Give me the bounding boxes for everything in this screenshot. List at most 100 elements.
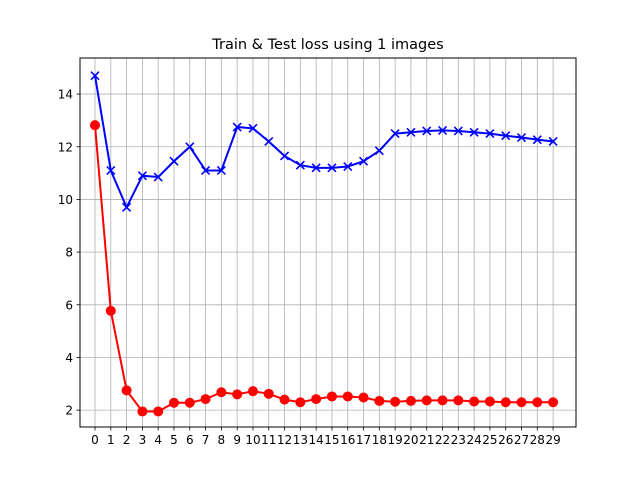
series-0000ff — [90, 71, 558, 212]
data-point-circle-marker — [90, 120, 101, 131]
x-tick-label: 27 — [514, 433, 529, 447]
data-point-circle-marker — [216, 387, 227, 398]
x-tick-label: 23 — [451, 433, 466, 447]
marker-stroke — [153, 172, 163, 182]
data-point-x-marker — [437, 125, 448, 135]
marker-stroke — [232, 122, 242, 132]
marker-stroke — [406, 127, 416, 137]
data-point-x-marker — [295, 160, 305, 170]
x-tick-label: 29 — [545, 433, 560, 447]
data-point-x-marker — [358, 156, 369, 166]
marker-stroke — [122, 202, 132, 212]
marker-stroke — [501, 131, 511, 141]
marker-stroke — [137, 171, 147, 181]
x-tick-label: 4 — [154, 433, 162, 447]
data-point-circle-marker — [326, 391, 337, 402]
data-point-x-marker — [106, 165, 116, 176]
data-point-circle-marker — [453, 395, 464, 406]
data-point-x-marker — [248, 123, 258, 133]
y-tick-label: 8 — [65, 246, 73, 260]
marker-stroke — [311, 163, 321, 173]
data-point-x-marker — [137, 171, 147, 181]
data-point-circle-marker — [311, 394, 322, 405]
data-point-circle-marker — [516, 397, 527, 408]
data-point-x-marker — [279, 151, 290, 161]
x-tick-label: 24 — [466, 433, 481, 447]
data-point-circle-marker — [374, 395, 385, 406]
series-ff0000 — [90, 120, 559, 417]
x-tick-label: 21 — [419, 433, 434, 447]
x-tick-label: 7 — [202, 433, 210, 447]
y-tick-label: 14 — [58, 88, 73, 102]
y-tick-label: 2 — [65, 404, 73, 418]
x-tick-label: 6 — [186, 433, 194, 447]
marker-stroke — [185, 142, 195, 152]
x-tick-label: 2 — [123, 433, 131, 447]
plot-area — [80, 58, 576, 427]
data-point-circle-marker — [532, 397, 543, 408]
marker-stroke — [201, 165, 211, 176]
x-tick-label: 13 — [293, 433, 308, 447]
x-tick-label: 22 — [435, 433, 450, 447]
data-point-circle-marker — [200, 394, 211, 405]
data-point-circle-marker — [484, 396, 495, 407]
x-tick-label: 0 — [91, 433, 99, 447]
marker-stroke — [106, 165, 116, 176]
data-point-x-marker — [327, 163, 337, 173]
data-point-x-marker — [548, 136, 558, 147]
data-point-circle-marker — [121, 385, 132, 396]
x-tick-label: 26 — [498, 433, 513, 447]
data-point-circle-marker — [279, 394, 290, 405]
x-tick-label: 19 — [387, 433, 402, 447]
marker-stroke — [248, 123, 258, 133]
data-point-x-marker — [422, 126, 432, 136]
y-tick-label: 4 — [65, 351, 73, 365]
data-point-x-marker — [216, 165, 226, 176]
marker-stroke — [358, 156, 369, 166]
marker-stroke — [390, 129, 400, 139]
x-tick-label: 15 — [324, 433, 339, 447]
x-tick-label: 9 — [233, 433, 241, 447]
data-point-circle-marker — [548, 397, 559, 408]
marker-stroke — [279, 151, 290, 161]
data-point-x-marker — [532, 135, 542, 145]
grid — [80, 58, 576, 427]
data-point-x-marker — [343, 161, 353, 172]
x-tick-label: 12 — [277, 433, 292, 447]
data-point-circle-marker — [500, 397, 511, 408]
data-point-circle-marker — [358, 392, 369, 403]
data-point-circle-marker — [342, 391, 353, 402]
marker-stroke — [469, 127, 479, 137]
data-point-circle-marker — [437, 395, 448, 406]
data-point-x-marker — [232, 122, 242, 132]
x-tick-label: 17 — [356, 433, 371, 447]
x-tick-label: 3 — [139, 433, 147, 447]
data-point-x-marker — [406, 127, 416, 137]
marker-stroke — [295, 160, 305, 170]
x-tick-label: 16 — [340, 433, 355, 447]
marker-stroke — [437, 125, 448, 135]
chart-title: Train & Test loss using 1 images — [211, 37, 443, 53]
marker-stroke — [169, 156, 179, 166]
data-point-x-marker — [185, 142, 195, 152]
x-tick-label: 18 — [372, 433, 387, 447]
x-tick-label: 8 — [218, 433, 226, 447]
marker-stroke — [548, 136, 558, 147]
x-tick-label: 10 — [245, 433, 260, 447]
marker-stroke — [422, 126, 432, 136]
data-point-x-marker — [264, 136, 274, 147]
x-tick-label: 20 — [403, 433, 418, 447]
data-point-x-marker — [516, 132, 527, 143]
marker-stroke — [485, 129, 495, 139]
marker-stroke — [532, 135, 542, 145]
data-point-x-marker — [485, 129, 495, 139]
y-tick-label: 12 — [58, 140, 73, 154]
marker-stroke — [327, 163, 337, 173]
x-tick-label: 11 — [261, 433, 276, 447]
data-point-circle-marker — [295, 397, 306, 408]
data-point-circle-marker — [232, 389, 243, 400]
series-layer — [90, 71, 559, 417]
data-point-circle-marker — [137, 406, 148, 417]
data-point-x-marker — [453, 126, 463, 136]
